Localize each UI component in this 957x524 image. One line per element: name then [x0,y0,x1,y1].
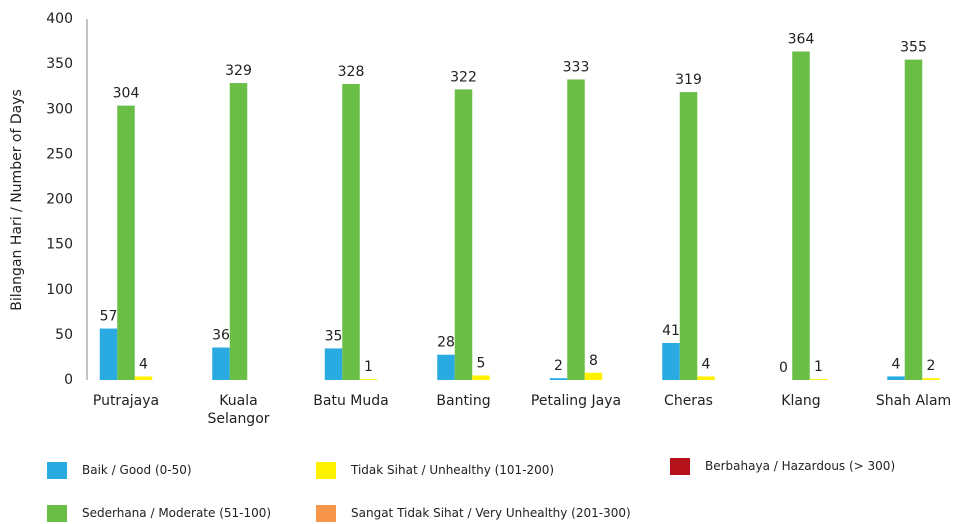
data-label: 5 [477,355,486,371]
bar [809,379,828,380]
data-label: 8 [589,353,598,369]
bar [472,375,490,380]
x-tick-label: Batu Muda [313,393,389,409]
legend-swatch [670,458,690,475]
legend-label: Tidak Sihat / Unhealthy (101-200) [351,463,555,477]
bar [454,89,473,381]
legend-label: Baik / Good (0-50) [82,463,192,477]
data-label: 41 [662,323,680,339]
legend-swatch [47,505,67,522]
data-label: 36 [212,328,230,344]
bar [324,348,343,380]
x-tick-label: Putrajaya [92,393,160,409]
data-label: 4 [702,356,711,372]
y-tick-label: 0 [64,372,73,388]
bar [584,372,603,380]
bar [134,376,153,380]
x-tick-label: Klang [781,393,821,409]
data-label: 304 [113,86,140,102]
y-tick-label: 200 [46,192,73,208]
y-tick-label: 250 [46,146,73,162]
x-tick-label: Petaling Jaya [530,393,622,409]
bar [904,59,923,381]
legend-label: Sangat Tidak Sihat / Very Unhealthy (201… [351,506,631,520]
data-label: 1 [814,359,823,375]
bar [212,347,230,380]
data-label: 0 [779,360,788,376]
y-axis-label: Bilangan Hari / Number of Days [9,89,25,311]
legend-label: Sederhana / Moderate (51-100) [82,506,272,520]
bar [679,92,698,380]
data-label: 329 [225,63,252,79]
legend-swatch [316,462,336,479]
bar [117,105,135,380]
data-label: 364 [788,31,815,47]
bar [922,378,940,380]
bar [697,376,715,380]
data-label: 35 [325,328,343,344]
bar [437,354,455,380]
legend-label: Berbahaya / Hazardous (> 300) [705,459,896,473]
data-label: 328 [338,64,365,80]
x-tick-label: Kuala Selangor [207,393,270,427]
bar [549,378,568,380]
data-label: 322 [450,69,477,85]
bar [887,376,905,380]
bar [792,51,810,381]
y-tick-label: 300 [46,101,73,117]
y-tick-label: 400 [46,11,73,27]
legend-swatch [316,505,336,522]
x-tick-label: Banting [436,393,491,409]
legend-swatch [47,462,67,479]
data-label: 2 [554,358,563,374]
data-label: 28 [437,335,455,351]
x-tick-label: Shah Alam [875,393,952,409]
data-label: 2 [927,358,936,374]
y-tick-label: 100 [46,282,73,298]
bar [567,79,585,380]
y-tick-label: 50 [55,327,73,343]
data-label: 57 [100,309,118,325]
bar [342,83,360,380]
bar [359,379,378,380]
x-tick-label: Cheras [664,393,713,409]
data-label: 355 [900,40,927,56]
bar [662,342,680,380]
data-label: 319 [675,72,702,88]
y-tick-label: 150 [46,237,73,253]
bar [99,328,118,380]
data-label: 4 [139,356,148,372]
data-label: 4 [892,356,901,372]
bar [229,83,248,380]
y-tick-label: 350 [46,56,73,72]
data-label: 1 [364,359,373,375]
data-label: 333 [563,59,590,75]
